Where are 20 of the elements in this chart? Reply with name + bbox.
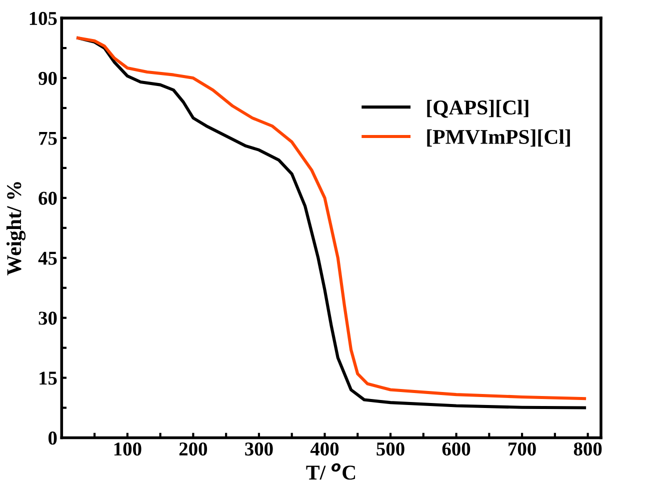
y-tick-label: 90 bbox=[38, 72, 57, 85]
x-tick-label: 200 bbox=[179, 442, 208, 456]
x-tick-label: 100 bbox=[114, 442, 142, 456]
y-tick-label: 60 bbox=[38, 192, 57, 205]
y-tick-label: 0 bbox=[48, 432, 57, 445]
x-tick-label: 700 bbox=[508, 442, 536, 456]
legend-label: [QAPS][Cl] bbox=[427, 100, 528, 118]
y-tick-label: 30 bbox=[38, 312, 57, 325]
legend-label: [PMVImPS][Cl] bbox=[427, 129, 570, 147]
x-tick-label: 600 bbox=[442, 442, 470, 456]
y-axis-title: Weight/ % bbox=[6, 182, 26, 276]
y-tick-label: 75 bbox=[39, 132, 57, 145]
x-tick-label: 400 bbox=[310, 442, 339, 456]
x-tick-label: 800 bbox=[574, 442, 602, 456]
x-tick-label: 500 bbox=[376, 442, 404, 456]
y-tick-label: 45 bbox=[38, 252, 57, 265]
y-tick-label: 105 bbox=[30, 12, 57, 26]
x-axis-title: T/ $^{o}$C bbox=[306, 463, 356, 480]
y-tick-label: 15 bbox=[40, 372, 57, 385]
x-tick-label: 300 bbox=[245, 442, 273, 456]
